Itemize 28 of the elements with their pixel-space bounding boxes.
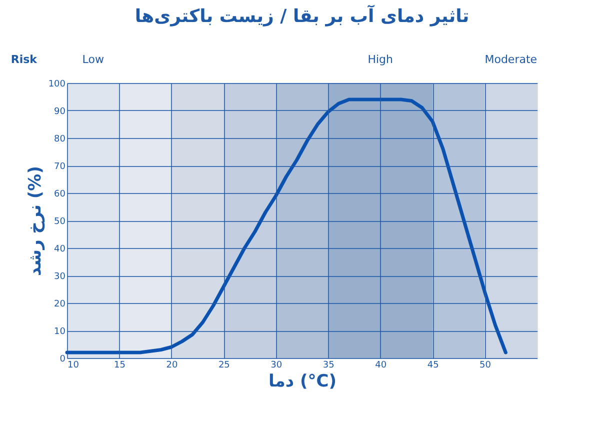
y-tick-label: 50 — [54, 217, 66, 227]
y-tick-label: 70 — [54, 162, 66, 172]
x-tick-label: 15 — [114, 360, 126, 370]
y-tick-label: 90 — [54, 107, 66, 117]
y-tick-label: 0 — [60, 354, 66, 364]
x-tick-label: 50 — [480, 360, 492, 370]
x-tick-label: 35 — [322, 360, 334, 370]
y-tick-label: 100 — [48, 80, 66, 90]
band-label: High — [368, 53, 393, 66]
y-tick-label: 80 — [54, 134, 66, 144]
y-tick-label: 60 — [54, 190, 66, 200]
y-tick-label: 10 — [54, 327, 66, 337]
line-series — [65, 98, 508, 354]
y-tick-label: 20 — [54, 300, 66, 310]
x-tick-label: 40 — [375, 360, 387, 370]
x-tick-label: 20 — [166, 360, 178, 370]
chart-title: تاثیر دمای آب بر بقا / زیست باکتری‌ها — [134, 4, 470, 27]
x-tick-label: 10 — [68, 360, 80, 370]
y-tick-label: 40 — [54, 244, 66, 254]
y-tick-label: 30 — [54, 272, 66, 282]
y-axis-title: نرخ رشد (%) — [25, 166, 46, 276]
x-tick-label: 45 — [427, 360, 439, 370]
band-label: Moderate — [484, 53, 538, 66]
x-tick-label: 25 — [218, 360, 230, 370]
x-axis-title: دما (°C) — [268, 372, 337, 392]
text: Risk — [10, 53, 38, 66]
band-label: Low — [82, 53, 104, 66]
x-tick-label: 30 — [270, 360, 282, 370]
